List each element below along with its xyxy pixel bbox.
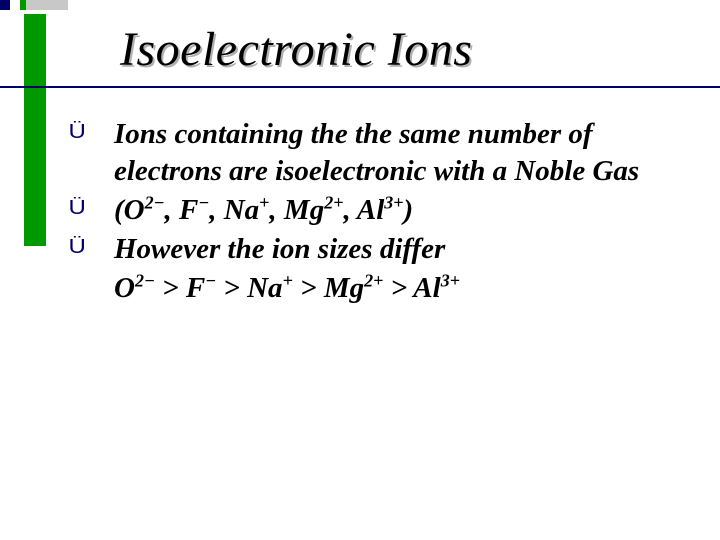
- accent-seg-4: [26, 0, 68, 10]
- accent-seg-2: [10, 0, 20, 10]
- sidebar-accent: [24, 14, 46, 246]
- bullet-text: (O2−, F−, Na+, Mg2+, Al3+): [114, 192, 700, 229]
- bullet-row: Ü However the ion sizes differ: [70, 231, 700, 268]
- bullet-icon: Ü: [69, 237, 86, 257]
- bullet-col: Ü: [70, 192, 114, 219]
- bullet-text: However the ion sizes differ: [114, 231, 700, 268]
- bullet-icon: Ü: [69, 198, 86, 218]
- bullet-row: Ü (O2−, F−, Na+, Mg2+, Al3+): [70, 192, 700, 229]
- trailing-line: O2− > F− > Na+ > Mg2+ > Al3+: [114, 270, 700, 307]
- bullet-col: Ü: [70, 231, 114, 258]
- bullet-row: Ü Ions containing the the same number of …: [70, 116, 700, 190]
- title-underline: [0, 86, 720, 88]
- bullet-text: Ions containing the the same number of e…: [114, 116, 700, 190]
- top-accent-bar: [0, 0, 68, 10]
- slide-title: Isoelectronic Ions: [120, 22, 680, 77]
- title-container: Isoelectronic Ions Isoelectronic Ions: [120, 22, 680, 77]
- slide-content: Ü Ions containing the the same number of …: [70, 116, 700, 308]
- bullet-icon: Ü: [69, 122, 86, 142]
- accent-seg-1: [0, 0, 10, 10]
- bullet-col: Ü: [70, 116, 114, 143]
